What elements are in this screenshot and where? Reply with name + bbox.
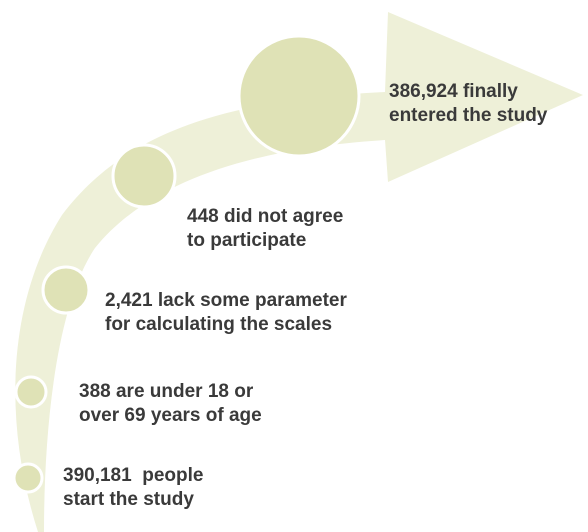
step-label-line: entered the study: [389, 105, 548, 126]
step-label-line: to participate: [187, 230, 307, 251]
step-label-line: 448 did not agree: [187, 206, 344, 227]
step-circle-parameters: [41, 265, 91, 315]
step-label-line: start the study: [63, 489, 194, 510]
curved-arrow-shape: [15, 12, 583, 532]
step-label-start: 390,181 people start the study: [63, 464, 203, 512]
step-label-line: over 69 years of age: [79, 405, 262, 426]
step-label-parameters: 2,421 lack some parameter for calculatin…: [105, 289, 347, 337]
step-circle-disagree: [111, 143, 177, 209]
step-label-line: 388 are under 18 or: [79, 381, 254, 402]
step-circle-age: [14, 375, 48, 409]
step-label-age: 388 are under 18 or over 69 years of age: [79, 380, 262, 428]
step-label-line: for calculating the scales: [105, 314, 333, 335]
step-label-line: 390,181 people: [63, 465, 204, 486]
step-label-entered: 386,924 finally entered the study: [389, 80, 547, 128]
step-label-line: 2,421 lack some parameter: [105, 290, 347, 311]
step-circle-entered: [237, 34, 361, 158]
step-label-disagree: 448 did not agree to participate: [187, 205, 343, 253]
step-label-line: 386,924 finally: [389, 81, 518, 102]
step-circle-start: [12, 462, 44, 494]
